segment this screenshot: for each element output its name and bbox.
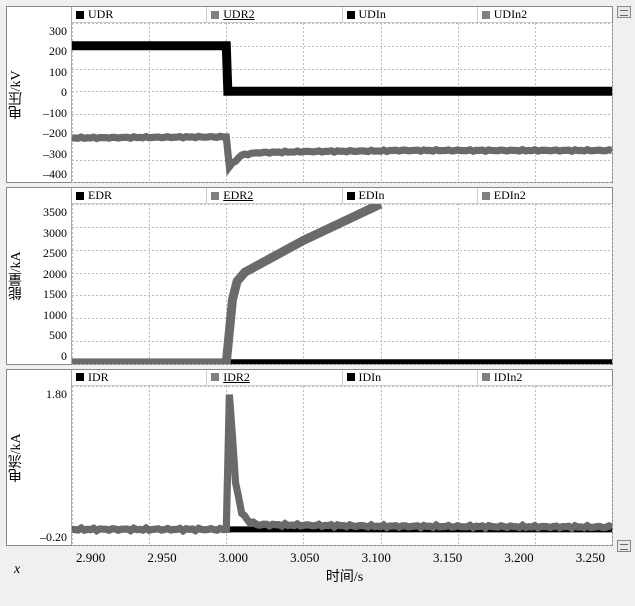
y-tick-label: –0.20 xyxy=(27,531,67,543)
x-tick-label: 3.250 xyxy=(576,550,605,566)
x-tick-label: 3.000 xyxy=(219,550,248,566)
y-ticks: 300 200 100 0 –100 –200 –300 –400 xyxy=(27,7,71,182)
legend-item: EDR xyxy=(72,188,207,203)
legend-item: UDR xyxy=(72,7,207,22)
legend-swatch-icon xyxy=(347,373,355,381)
legend-label: IDIn xyxy=(359,370,382,385)
y-tick-label: 1.80 xyxy=(27,388,67,400)
plot-area: EDR EDR2 EDIn EDIn2 xyxy=(71,188,612,363)
plot-area: IDR IDR2 IDIn IDIn2 xyxy=(71,370,612,545)
legend-swatch-icon xyxy=(482,373,490,381)
panel-toggle-icon[interactable] xyxy=(617,6,631,18)
y-ticks: 3500 3000 2500 2000 1500 1000 500 0 xyxy=(27,188,71,363)
legend-label: EDR2 xyxy=(223,188,253,203)
grid-line xyxy=(72,182,612,183)
x-ticks: 2.900 2.950 3.000 3.050 3.100 3.150 3.200 3.250 xyxy=(76,546,613,566)
y-tick-label: 1000 xyxy=(27,309,67,321)
grid-line xyxy=(72,545,612,546)
legend-swatch-icon xyxy=(211,11,219,19)
traces xyxy=(72,386,612,545)
legend-item: IDR xyxy=(72,370,207,385)
y-axis-label: 电流/kA xyxy=(7,370,27,545)
legend-item: IDR2 xyxy=(207,370,342,385)
legend-swatch-icon xyxy=(76,192,84,200)
panel-energy: 能量/kA3500 3000 2500 2000 1500 1000 500 0 EDR EDR2… xyxy=(6,187,613,364)
x-tick-label: 2.900 xyxy=(76,550,105,566)
panel-current: 电流/kA1.80 –0.20 IDR IDR2 IDIn IDIn2 xyxy=(6,369,613,546)
y-tick-label: –200 xyxy=(27,127,67,139)
legend-item: EDIn xyxy=(343,188,478,203)
y-tick-label: 3000 xyxy=(27,227,67,239)
y-tick-label: 2000 xyxy=(27,268,67,280)
legend-label: EDIn xyxy=(359,188,385,203)
panels-stack: 电压/kV3002001000–100–200–300–400UDRUDR2UD… xyxy=(6,6,613,546)
series-EDR2 xyxy=(72,204,381,363)
legend-item: UDIn2 xyxy=(478,7,612,22)
x-tick-label: 3.200 xyxy=(504,550,533,566)
x-tick-label: 3.050 xyxy=(290,550,319,566)
legend-label: IDR2 xyxy=(223,370,250,385)
y-tick-label: 2500 xyxy=(27,247,67,259)
y-tick-label: 1500 xyxy=(27,288,67,300)
legend-item: IDIn2 xyxy=(478,370,612,385)
y-tick-label: 3500 xyxy=(27,206,67,218)
traces xyxy=(72,204,612,363)
x-axis-label: 时间/s xyxy=(76,566,613,586)
legend-item: UDR2 xyxy=(207,7,342,22)
y-axis-label: 能量/kA xyxy=(7,188,27,363)
y-axis-label: 电压/kV xyxy=(7,7,27,182)
x-axis: 2.900 2.950 3.000 3.050 3.100 3.150 3.200 3.250… xyxy=(76,546,613,594)
legend-swatch-icon xyxy=(347,192,355,200)
grid-line xyxy=(612,23,613,182)
series-IDR2 xyxy=(72,394,612,530)
legend: EDR EDR2 EDIn EDIn2 xyxy=(72,188,612,204)
legend-item: EDIn2 xyxy=(478,188,612,203)
legend-label: IDIn2 xyxy=(494,370,523,385)
y-tick-label: 200 xyxy=(27,45,67,57)
grid-line xyxy=(612,386,613,545)
traces xyxy=(72,23,612,182)
legend-label: UDIn xyxy=(359,7,386,22)
y-tick-label: 0 xyxy=(27,350,67,362)
legend-label: EDR xyxy=(88,188,112,203)
y-tick-label: –300 xyxy=(27,148,67,160)
y-tick-label: –100 xyxy=(27,107,67,119)
legend-label: IDR xyxy=(88,370,109,385)
y-tick-label: 500 xyxy=(27,329,67,341)
chart-container: 电压/kV3002001000–100–200–300–400UDRUDR2UD… xyxy=(0,0,635,606)
y-tick-label: 300 xyxy=(27,25,67,37)
y-ticks: 1.80 –0.20 xyxy=(27,370,71,545)
legend-label: UDR xyxy=(88,7,113,22)
legend-swatch-icon xyxy=(76,11,84,19)
legend-label: EDIn2 xyxy=(494,188,526,203)
legend-item: IDIn xyxy=(343,370,478,385)
legend-item: UDIn xyxy=(343,7,478,22)
y-tick-label: 100 xyxy=(27,66,67,78)
legend: UDR UDR2 UDIn UDIn2 xyxy=(72,7,612,23)
grid-line xyxy=(612,204,613,363)
legend-label: UDIn2 xyxy=(494,7,527,22)
y-tick-label: –400 xyxy=(27,168,67,180)
legend-swatch-icon xyxy=(347,11,355,19)
series-UDR2 xyxy=(72,136,612,166)
x-tick-label: 3.150 xyxy=(433,550,462,566)
x-axis-variable: x xyxy=(14,562,20,578)
legend-swatch-icon xyxy=(211,192,219,200)
legend-label: UDR2 xyxy=(223,7,254,22)
grid-line xyxy=(72,364,612,365)
legend-swatch-icon xyxy=(76,373,84,381)
panel-voltage: 电压/kV3002001000–100–200–300–400UDRUDR2UD… xyxy=(6,6,613,183)
legend: IDR IDR2 IDIn IDIn2 xyxy=(72,370,612,386)
x-tick-label: 2.950 xyxy=(147,550,176,566)
panel-toggle-icon[interactable] xyxy=(617,540,631,552)
x-tick-label: 3.100 xyxy=(362,550,391,566)
legend-swatch-icon xyxy=(482,192,490,200)
plot-area: UDR UDR2 UDIn UDIn2 xyxy=(71,7,612,182)
y-tick-label: 0 xyxy=(27,86,67,98)
legend-swatch-icon xyxy=(211,373,219,381)
series-UDR xyxy=(72,46,612,92)
legend-item: EDR2 xyxy=(207,188,342,203)
legend-swatch-icon xyxy=(482,11,490,19)
